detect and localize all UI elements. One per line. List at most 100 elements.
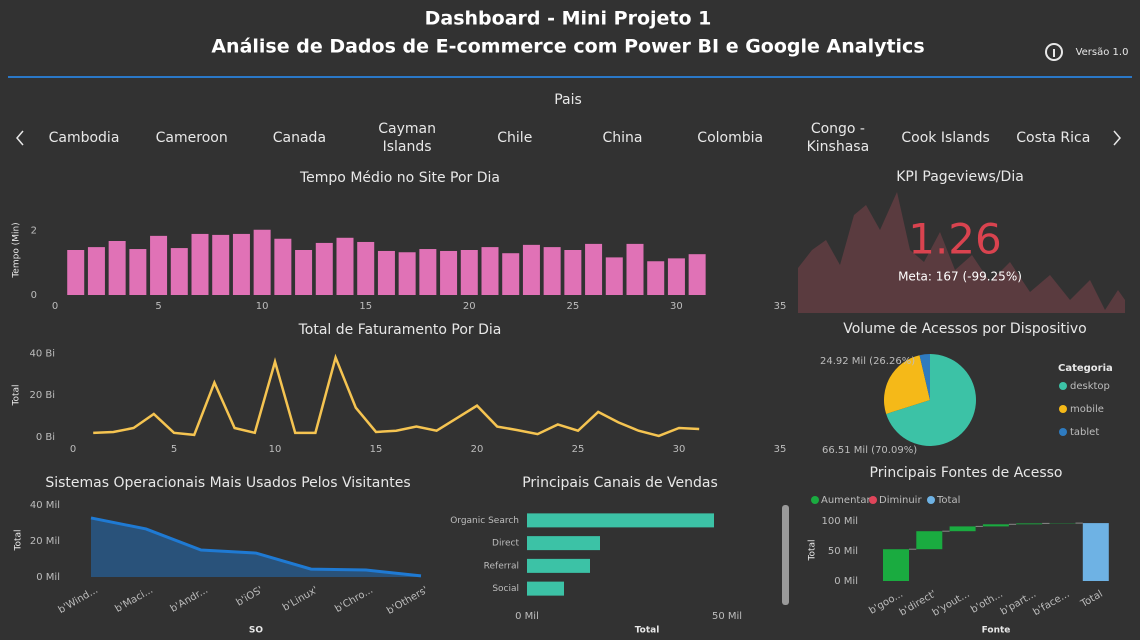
bar <box>481 247 499 295</box>
legend-label: Diminuir <box>879 495 922 506</box>
bar <box>667 258 685 295</box>
slicer-item[interactable]: China <box>603 130 643 146</box>
area <box>91 517 421 577</box>
y-axis-label: Total <box>14 529 24 551</box>
kpi-goal: Meta: 167 (-99.25%) <box>898 270 1022 284</box>
line <box>93 353 700 438</box>
chart-title: Principais Canais de Vendas <box>522 475 718 491</box>
bar <box>274 238 292 295</box>
chart-title: Sistemas Operacionais Mais Usados Pelos … <box>45 475 410 491</box>
bar <box>253 229 271 295</box>
legend-title: Categoria <box>1058 363 1113 374</box>
x-tick-label: 0 <box>70 444 76 455</box>
chart-title: Total de Faturamento Por Dia <box>298 322 502 338</box>
data-label: 66.51 Mil (70.09%) <box>822 445 917 456</box>
slicer-item[interactable]: Canada <box>273 130 326 146</box>
y-tick-label: Social <box>492 584 519 594</box>
legend-marker <box>927 496 935 504</box>
waterfall-bar <box>949 526 976 532</box>
bar <box>212 234 230 295</box>
x-tick-label: 0 Mil <box>515 611 539 622</box>
x-tick-label: 25 <box>572 444 585 455</box>
slicer-item[interactable]: Cambodia <box>49 130 120 146</box>
x-tick-label: b'oth... <box>969 589 1005 616</box>
x-tick-label: b'yout... <box>931 589 972 619</box>
bar <box>150 235 168 295</box>
bar <box>688 254 706 295</box>
bar <box>626 243 644 295</box>
y-axis-label: Tempo (Min) <box>12 222 22 278</box>
legend-marker <box>1059 382 1067 390</box>
x-tick-label: b'Linux' <box>281 585 320 614</box>
x-tick-label: b'face... <box>1031 589 1071 618</box>
legend-marker <box>1059 405 1067 413</box>
x-tick-label: b'Wind... <box>57 585 100 616</box>
y-tick-label: 0 Bi <box>36 432 55 443</box>
chart-title: Volume de Acessos por Dispositivo <box>843 321 1087 337</box>
slicer-item[interactable]: Cameroon <box>156 130 228 146</box>
bar <box>647 261 665 295</box>
info-icon[interactable] <box>1045 43 1063 61</box>
x-tick-label: 10 <box>269 444 282 455</box>
y-tick-label: 50 Mil <box>828 546 858 557</box>
y-tick-label: 2 <box>31 226 37 237</box>
y-axis-label: Total <box>12 384 22 406</box>
y-axis-label: Total <box>808 539 818 561</box>
kpi-background-area <box>798 192 1125 313</box>
slicer-prev[interactable] <box>16 130 24 146</box>
y-tick-label: Organic Search <box>450 516 519 526</box>
x-tick-label: b'Others' <box>385 585 430 617</box>
slicer-title: Pais <box>554 92 582 108</box>
x-tick-label: b'direct' <box>898 589 939 619</box>
legend-label: Aumentar <box>821 495 871 506</box>
bar <box>87 247 105 295</box>
x-tick-label: 30 <box>673 444 686 455</box>
dashboard-subtitle: Análise de Dados de E-commerce com Power… <box>211 36 924 58</box>
bar <box>605 257 623 295</box>
slicer-item[interactable]: Colombia <box>697 130 763 146</box>
y-tick-label: Direct <box>492 539 519 549</box>
bar <box>336 237 354 295</box>
x-tick-label: b'iOS' <box>235 585 265 609</box>
slicer-item[interactable]: Costa Rica <box>1016 130 1090 146</box>
bar <box>527 513 714 528</box>
slicer-item[interactable]: Cook Islands <box>901 130 989 146</box>
bar <box>522 244 540 295</box>
legend-label: tablet <box>1070 427 1099 438</box>
y-tick-label: 0 <box>31 290 37 301</box>
scrollbar[interactable] <box>782 505 789 605</box>
x-tick-label: 20 <box>471 444 484 455</box>
y-tick-label: 40 Mil <box>30 500 60 511</box>
pie-slice <box>919 354 930 400</box>
slicer-next[interactable] <box>1113 130 1121 146</box>
x-tick-label: 30 <box>670 301 683 312</box>
legend-marker <box>811 496 819 504</box>
chart-title: Principais Fontes de Acesso <box>870 465 1063 481</box>
bar <box>543 247 561 295</box>
kpi-title: KPI Pageviews/Dia <box>896 169 1024 185</box>
bar <box>295 250 313 295</box>
y-tick-label: 20 Mil <box>30 536 60 547</box>
x-axis-label: Fonte <box>982 626 1011 636</box>
bar <box>440 250 458 295</box>
y-tick-label: 0 Mil <box>834 576 858 587</box>
waterfall-bar <box>916 531 943 550</box>
x-tick-label: 15 <box>359 301 372 312</box>
x-tick-label: b'Andr... <box>169 585 210 615</box>
legend-marker <box>869 496 877 504</box>
x-tick-label: 35 <box>774 444 787 455</box>
slicer-item[interactable]: Chile <box>497 130 532 146</box>
bar <box>527 581 564 596</box>
x-tick-label: b'part... <box>999 589 1038 618</box>
slicer-item[interactable]: Cayman Islands <box>378 121 436 155</box>
x-tick-label: 20 <box>463 301 476 312</box>
x-tick-label: 5 <box>171 444 177 455</box>
y-tick-label: 20 Bi <box>29 390 55 401</box>
bar <box>460 250 478 295</box>
x-axis-label: SO <box>249 626 263 636</box>
bar <box>232 233 250 295</box>
y-tick-label: 100 Mil <box>822 516 858 527</box>
bar <box>419 249 437 295</box>
slicer-item[interactable]: Congo -Kinshasa <box>807 121 870 155</box>
